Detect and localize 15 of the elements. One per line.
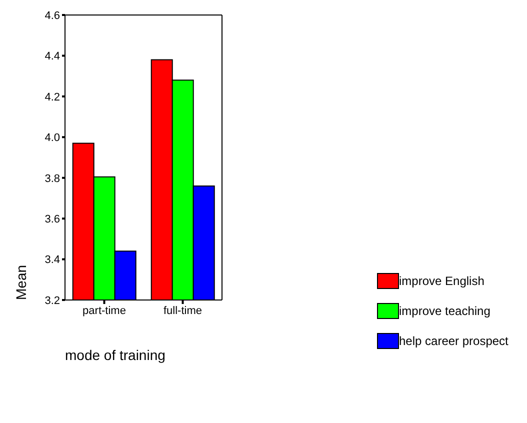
y-tick-label: 4.0 (44, 132, 60, 144)
y-tick-label: 3.4 (44, 254, 60, 266)
y-tick-label: 4.2 (44, 91, 60, 104)
y-tick-label: 3.2 (44, 294, 60, 307)
y-axis-title: Mean (13, 264, 29, 300)
x-tick-label: part-time (82, 304, 126, 317)
y-tick-label: 3.6 (44, 213, 60, 226)
x-axis-title: mode of training (65, 347, 166, 363)
y-tick-label: 3.8 (44, 172, 60, 185)
x-tick-label: full-time (163, 304, 202, 317)
legend-label: improve English (399, 274, 484, 288)
legend-label: improve teaching (399, 304, 490, 318)
legend-label: help career prospect (399, 334, 508, 348)
y-tick-label: 4.4 (44, 50, 60, 63)
y-tick-label: 4.6 (44, 10, 60, 22)
